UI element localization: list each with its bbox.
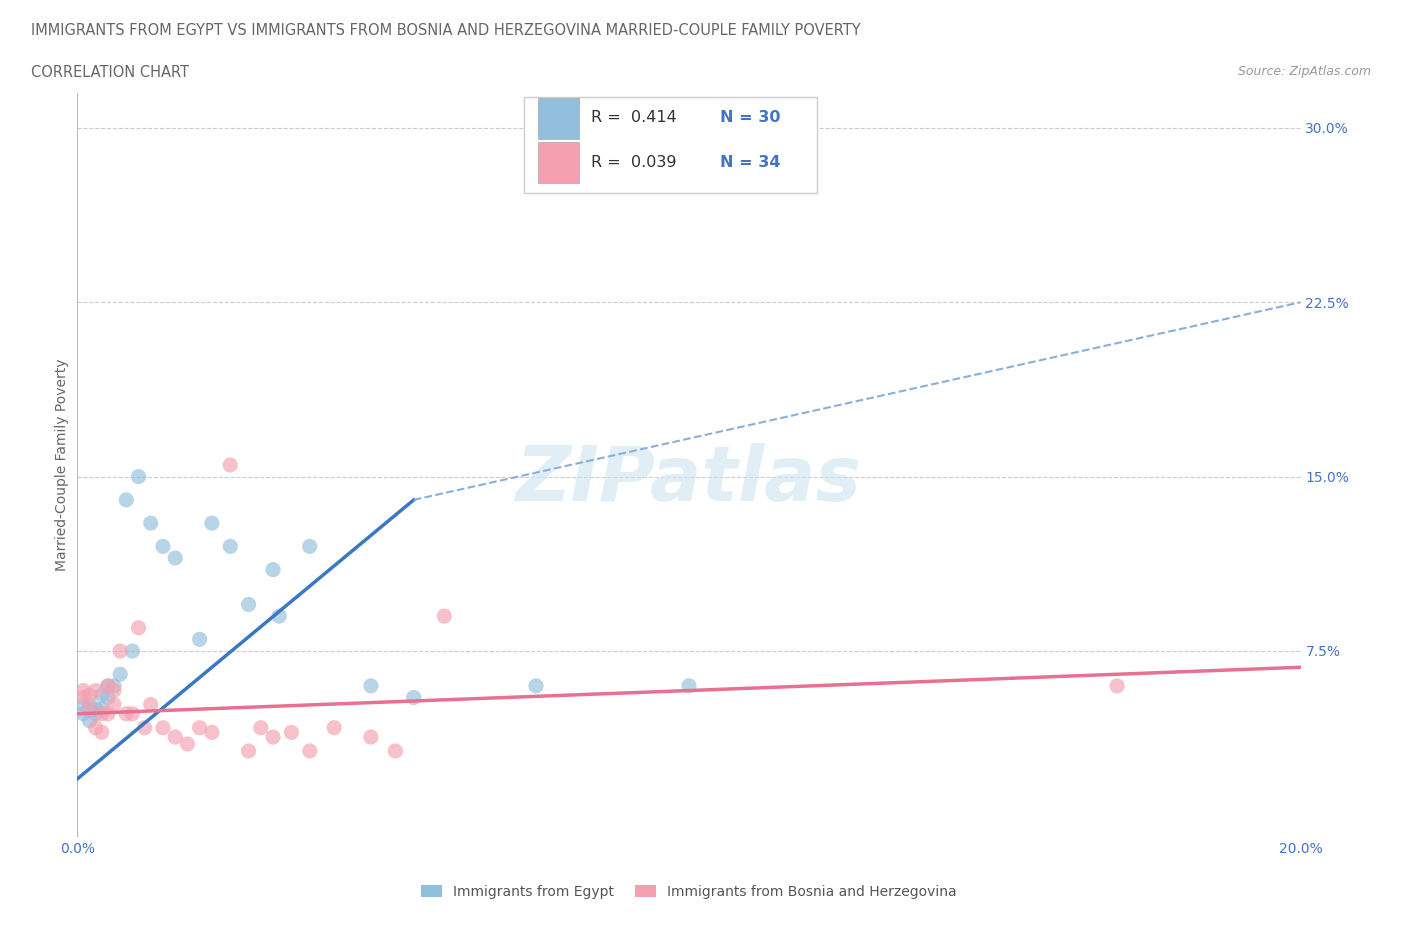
- Text: CORRELATION CHART: CORRELATION CHART: [31, 65, 188, 80]
- Point: [72, 683, 94, 698]
- Point: [280, 725, 302, 740]
- Point: [90, 701, 112, 716]
- Point: [84, 701, 107, 716]
- Point: [90, 725, 112, 740]
- Point: [433, 609, 456, 624]
- Point: [201, 515, 224, 530]
- Point: [139, 515, 162, 530]
- Point: [97, 707, 120, 722]
- Point: [97, 679, 120, 694]
- Point: [201, 725, 224, 740]
- Point: [238, 744, 260, 759]
- Point: [90, 707, 112, 722]
- Point: [360, 729, 382, 744]
- Text: R =  0.039: R = 0.039: [591, 155, 676, 170]
- Point: [139, 698, 162, 712]
- Y-axis label: Married-Couple Family Poverty: Married-Couple Family Poverty: [55, 359, 69, 571]
- Point: [384, 744, 406, 759]
- Point: [72, 690, 94, 705]
- Point: [79, 713, 101, 728]
- Text: N = 34: N = 34: [720, 155, 780, 170]
- Point: [298, 539, 321, 554]
- Point: [238, 597, 260, 612]
- Point: [72, 698, 94, 712]
- Point: [79, 688, 101, 703]
- Point: [84, 720, 107, 735]
- Point: [219, 458, 242, 472]
- Point: [103, 698, 125, 712]
- FancyBboxPatch shape: [538, 98, 579, 139]
- Point: [298, 744, 321, 759]
- Point: [524, 679, 547, 694]
- Point: [134, 720, 156, 735]
- Point: [108, 667, 131, 682]
- Point: [360, 679, 382, 694]
- Text: N = 30: N = 30: [720, 111, 780, 126]
- Point: [188, 632, 211, 647]
- Point: [90, 688, 112, 703]
- Point: [84, 683, 107, 698]
- Point: [127, 469, 149, 484]
- FancyBboxPatch shape: [524, 97, 817, 193]
- Point: [97, 679, 120, 694]
- Text: Source: ZipAtlas.com: Source: ZipAtlas.com: [1237, 65, 1371, 78]
- Point: [402, 690, 425, 705]
- Point: [219, 539, 242, 554]
- Legend: Immigrants from Egypt, Immigrants from Bosnia and Herzegovina: Immigrants from Egypt, Immigrants from B…: [416, 880, 962, 905]
- Point: [262, 562, 284, 577]
- Text: R =  0.414: R = 0.414: [591, 111, 676, 126]
- Point: [84, 707, 107, 722]
- Point: [262, 729, 284, 744]
- Point: [165, 729, 187, 744]
- Point: [115, 707, 138, 722]
- FancyBboxPatch shape: [538, 142, 579, 183]
- Point: [103, 683, 125, 698]
- Point: [678, 679, 700, 694]
- Point: [121, 644, 143, 658]
- Point: [165, 551, 187, 565]
- Point: [103, 679, 125, 694]
- Point: [115, 493, 138, 508]
- Point: [152, 720, 174, 735]
- Text: ZIPatlas: ZIPatlas: [516, 443, 862, 517]
- Point: [188, 720, 211, 735]
- Point: [121, 707, 143, 722]
- Point: [97, 690, 120, 705]
- Point: [323, 720, 346, 735]
- Text: IMMIGRANTS FROM EGYPT VS IMMIGRANTS FROM BOSNIA AND HERZEGOVINA MARRIED-COUPLE F: IMMIGRANTS FROM EGYPT VS IMMIGRANTS FROM…: [31, 23, 860, 38]
- Point: [176, 737, 198, 751]
- Point: [250, 720, 273, 735]
- Point: [1107, 679, 1129, 694]
- Point: [152, 539, 174, 554]
- Point: [127, 620, 149, 635]
- Point: [108, 644, 131, 658]
- Point: [555, 179, 578, 193]
- Point: [269, 609, 291, 624]
- Point: [79, 698, 101, 712]
- Point: [72, 707, 94, 722]
- Point: [79, 701, 101, 716]
